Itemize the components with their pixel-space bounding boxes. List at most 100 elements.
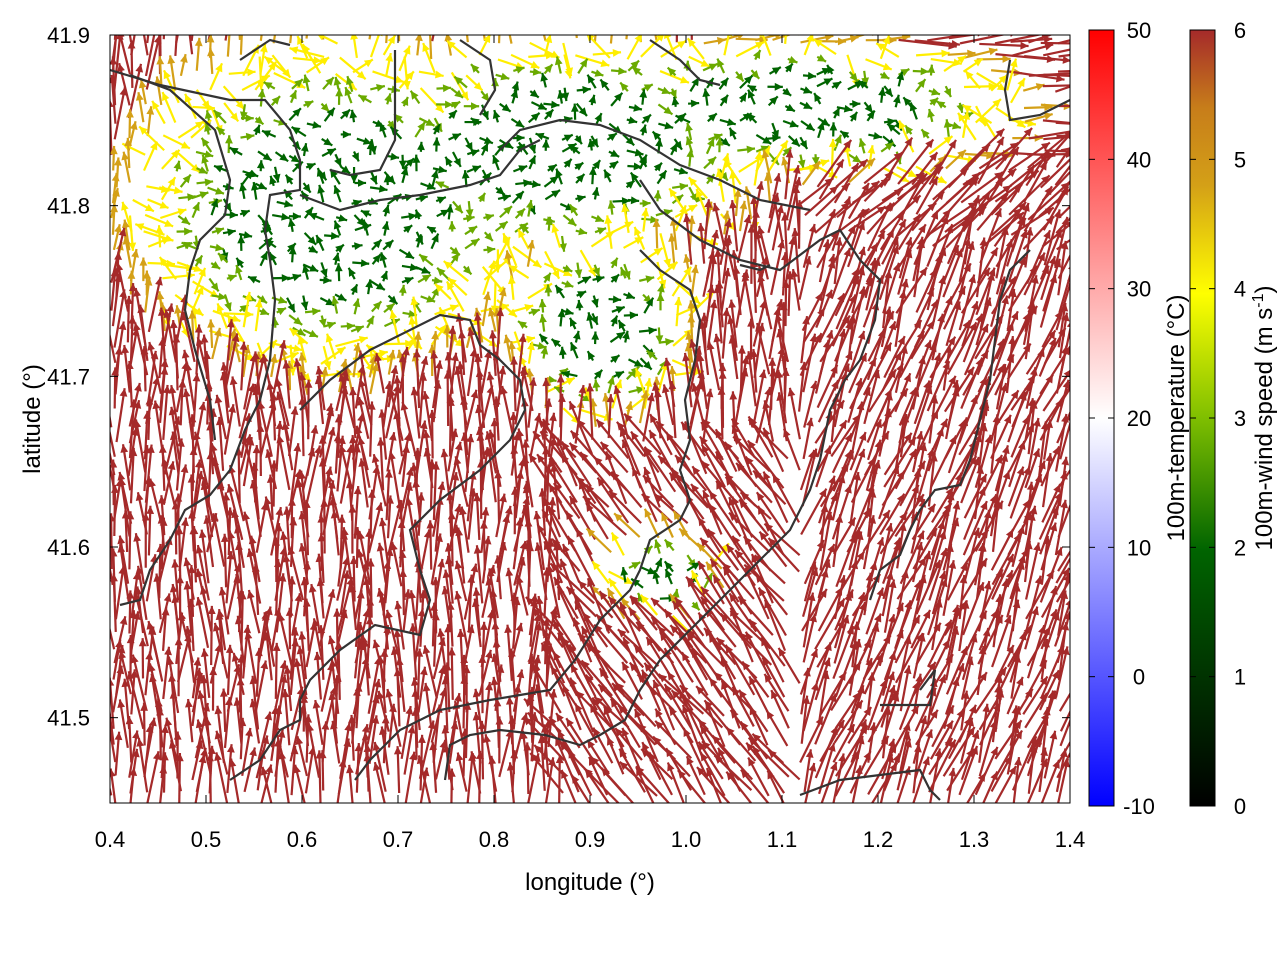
wind-arrow	[627, 162, 643, 171]
wind-arrow-head	[783, 8, 791, 16]
wind-arrow-head	[110, 417, 111, 419]
wind-arrow-head	[349, 109, 358, 119]
wind-arrow	[863, 101, 874, 114]
wind-arrow	[904, 124, 914, 135]
wind-arrow-head	[470, 149, 480, 157]
wind-arrow-head	[260, 43, 268, 53]
wind-arrow-head	[683, 60, 692, 70]
wind-arrow-head	[1079, 345, 1087, 354]
wind-arrow	[464, 137, 474, 152]
wind-arrow-shaft	[761, 35, 772, 56]
wind-arrow-head	[702, 88, 711, 97]
wind-arrow-head	[998, 75, 1008, 84]
wind-arrow	[587, 138, 596, 151]
wind-arrow-head	[687, 38, 696, 48]
wind-arrow	[976, 72, 1007, 92]
wind-arrow-head	[326, 107, 335, 117]
wind-arrow-head	[943, 88, 951, 98]
wind-arrow	[622, 133, 635, 147]
wind-arrow	[813, 38, 837, 56]
wind-arrow	[201, 154, 209, 172]
wind-arrow	[831, 80, 842, 90]
wind-arrow-head	[317, 35, 325, 41]
wind-arrow	[528, 155, 537, 170]
wind-arrow	[702, 62, 719, 72]
wind-arrow-head	[878, 87, 886, 96]
wind-arrow	[673, 167, 688, 175]
wind-arrow-head	[931, 88, 940, 96]
wind-arrow-shaft	[1076, 345, 1085, 392]
wind-arrow	[800, 120, 816, 132]
wind-arrow-head	[544, 109, 554, 119]
wind-arrow	[590, 135, 599, 148]
wind-arrow-shaft	[772, 35, 792, 41]
wind-arrow	[797, 154, 806, 169]
wind-arrow	[746, 112, 758, 124]
wind-arrow	[478, 35, 492, 56]
wind-arrow-head	[451, 101, 461, 110]
wind-arrow-head	[156, 6, 164, 14]
wind-arrow	[340, 130, 351, 139]
wind-arrow	[658, 121, 674, 130]
wind-arrow	[591, 69, 604, 77]
wind-arrow-head	[973, 58, 983, 67]
wind-arrow	[352, 58, 374, 74]
wind-arrow-head	[394, 113, 403, 123]
wind-arrow-head	[1072, 392, 1079, 401]
wind-arrow-head	[161, 0, 169, 3]
wind-arrow	[739, 74, 754, 89]
wind-arrow-head	[785, 103, 795, 112]
wind-arrow-head	[100, 420, 108, 429]
wind-arrow-shaft	[1040, 41, 1070, 45]
wind-arrow	[702, 88, 711, 106]
wind-arrow	[499, 102, 512, 113]
wind-arrow	[179, 53, 188, 77]
wind-arrow	[688, 55, 711, 68]
wind-arrow-head	[313, 56, 322, 65]
wind-arrow-head	[661, 86, 671, 95]
wind-arrow	[554, 56, 563, 74]
wind-arrow-head	[341, 109, 351, 118]
wind-arrow-head	[201, 137, 210, 147]
wind-arrow-head	[207, 47, 215, 57]
wind-arrow	[240, 132, 255, 141]
wind-arrow-shaft	[482, 35, 487, 42]
wind-arrow	[401, 96, 409, 107]
wind-arrow-shaft	[722, 35, 744, 42]
wind-arrow-shaft	[1057, 39, 1070, 45]
wind-arrow-head	[547, 164, 557, 173]
wind-arrow-head	[473, 82, 483, 91]
wind-arrow	[321, 137, 333, 147]
wind-arrow-shaft	[497, 35, 501, 44]
wind-arrow-head	[554, 56, 563, 66]
wind-arrow-head	[323, 137, 333, 146]
wind-arrow-head	[587, 138, 596, 148]
wind-arrow-head	[204, 178, 214, 187]
wind-arrow-head	[291, 126, 301, 135]
wind-arrow	[177, 120, 205, 139]
wind-arrow	[529, 89, 540, 99]
wind-arrow-head	[325, 77, 334, 86]
wind-arrow	[879, 71, 890, 80]
wind-arrow	[432, 137, 441, 152]
wind-arrow	[975, 98, 1002, 124]
wind-arrow	[417, 35, 421, 40]
wind-arrow-head	[262, 130, 272, 138]
wind-arrow-head	[115, 35, 124, 40]
wind-arrow-head	[729, 127, 737, 137]
wind-arrow-head	[716, 36, 726, 45]
wind-arrow-head	[346, 76, 354, 86]
wind-arrow-shaft	[575, 35, 578, 39]
wind-arrow	[1043, 48, 1070, 57]
wind-arrow	[875, 42, 900, 58]
wind-arrow	[928, 88, 941, 96]
wind-arrow-head	[852, 100, 861, 108]
wind-arrow-head	[516, 134, 525, 142]
wind-arrow-head	[481, 110, 489, 120]
wind-arrow-head	[750, 70, 760, 79]
wind-arrow-head	[674, 140, 682, 150]
wind-arrow	[688, 99, 700, 108]
wind-arrow-head	[624, 11, 632, 19]
wind-arrow-head	[943, 136, 953, 145]
wind-arrow-head	[813, 39, 823, 48]
